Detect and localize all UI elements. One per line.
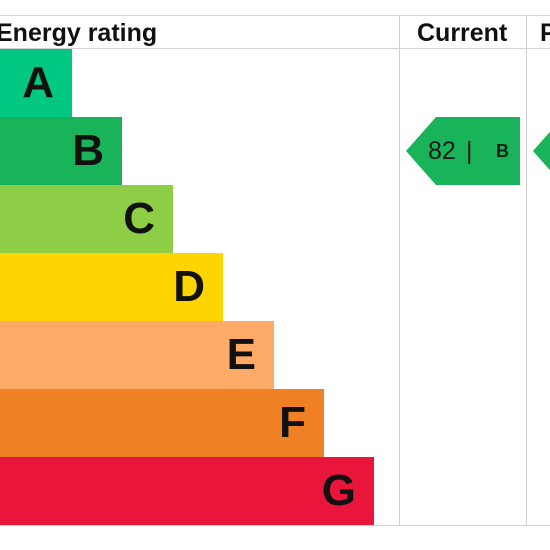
- current-arrow-shape: [406, 117, 520, 185]
- bottom-line: [0, 525, 550, 526]
- band-b-label: B: [72, 126, 104, 175]
- current-rating-band: B: [496, 141, 509, 161]
- band-c: C: [0, 185, 173, 253]
- potential-column-divider: [526, 15, 527, 526]
- current-rating-separator: |: [466, 137, 473, 165]
- band-g-label: G: [321, 466, 356, 515]
- band-a-label: A: [22, 58, 54, 107]
- potential-rating-arrow: [533, 117, 550, 185]
- band-f: F: [0, 389, 324, 457]
- potential-column-header: P: [540, 19, 550, 47]
- current-rating-value: 82: [428, 137, 456, 165]
- band-d: D: [0, 253, 223, 321]
- band-a: A: [0, 49, 72, 117]
- band-b: B: [0, 117, 122, 185]
- header-top-line: [0, 15, 550, 16]
- current-column-header: Current: [417, 19, 508, 47]
- band-f-label: F: [279, 398, 306, 447]
- band-c-label: C: [123, 194, 155, 243]
- energy-rating-title: Energy rating: [0, 19, 158, 47]
- band-e-label: E: [226, 330, 256, 379]
- band-e: E: [0, 321, 274, 389]
- header-bottom-line: [0, 48, 550, 49]
- potential-arrow-shape: [533, 131, 550, 171]
- band-g: G: [0, 457, 374, 525]
- current-rating-arrow: 82 | B: [406, 117, 520, 185]
- current-column-divider: [399, 15, 400, 526]
- band-d-label: D: [173, 262, 205, 311]
